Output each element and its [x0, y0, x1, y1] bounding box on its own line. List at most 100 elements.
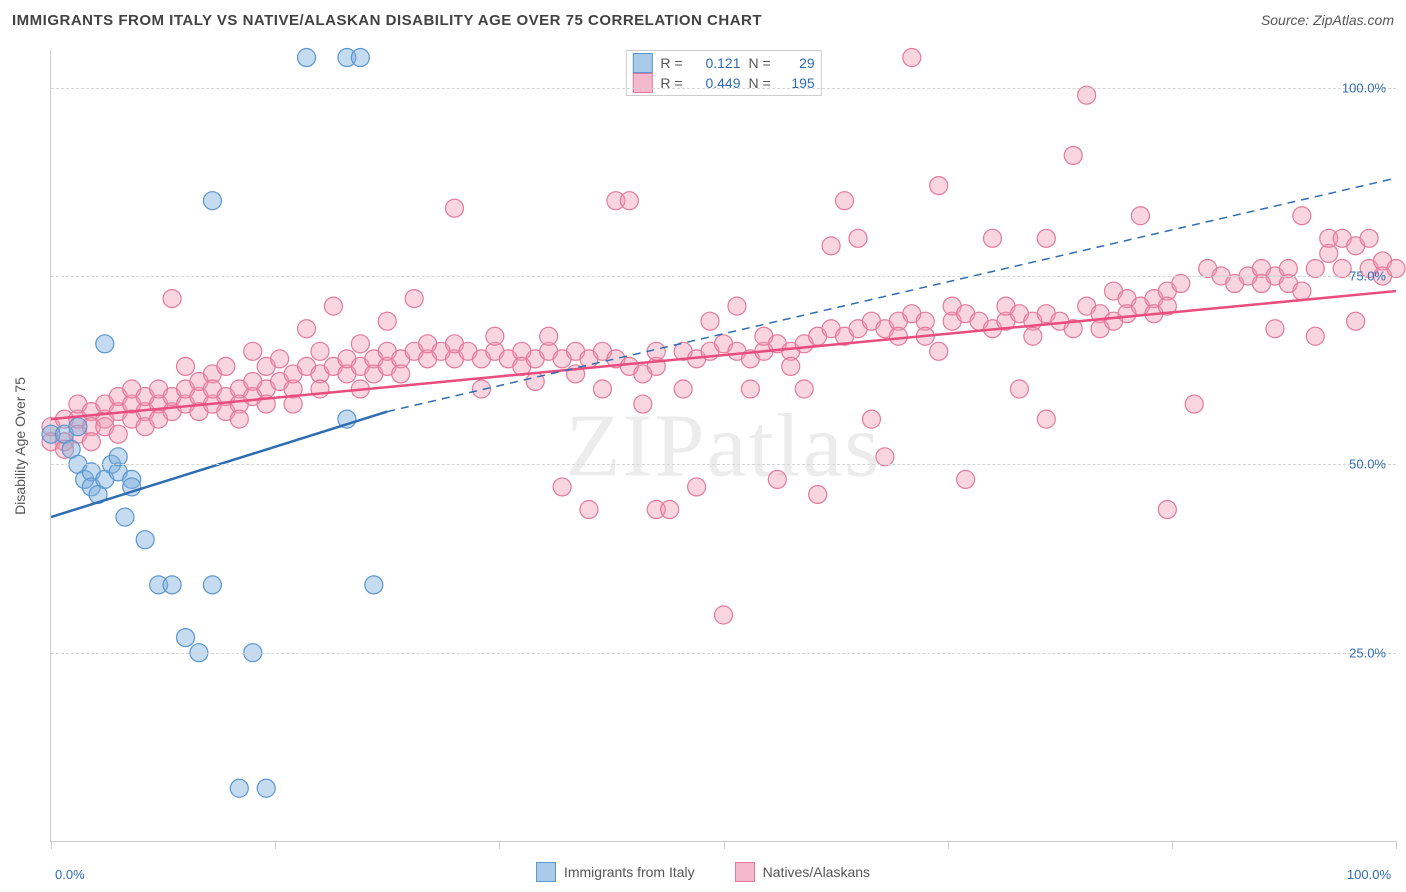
scatter-point-natives: [1293, 207, 1311, 225]
legend-swatch-natives: [632, 73, 652, 93]
bottom-swatch-natives: [735, 862, 755, 882]
scatter-point-natives: [1131, 207, 1149, 225]
x-min-label: 0.0%: [55, 867, 85, 882]
source-label: Source: ZipAtlas.com: [1261, 12, 1394, 28]
scatter-point-natives: [634, 395, 652, 413]
y-tick-label: 75.0%: [1349, 269, 1386, 284]
bottom-label-italy: Immigrants from Italy: [564, 864, 695, 880]
scatter-point-natives: [715, 606, 733, 624]
scatter-point-natives: [728, 297, 746, 315]
legend-r-italy: 0.121: [691, 53, 741, 73]
scatter-point-italy: [136, 531, 154, 549]
scatter-point-natives: [553, 478, 571, 496]
scatter-point-italy: [177, 629, 195, 647]
scatter-point-natives: [378, 312, 396, 330]
scatter-point-natives: [540, 327, 558, 345]
scatter-point-natives: [1185, 395, 1203, 413]
bottom-swatch-italy: [536, 862, 556, 882]
scatter-point-natives: [688, 478, 706, 496]
scatter-point-italy: [109, 448, 127, 466]
plot-wrap: Disability Age Over 75 ZIPatlas R = 0.12…: [0, 40, 1406, 852]
x-tick: [51, 841, 52, 849]
scatter-point-natives: [486, 327, 504, 345]
scatter-point-natives: [593, 380, 611, 398]
scatter-point-natives: [217, 357, 235, 375]
scatter-point-natives: [862, 410, 880, 428]
scatter-point-natives: [822, 237, 840, 255]
scatter-point-natives: [405, 290, 423, 308]
scatter-point-natives: [324, 297, 342, 315]
scatter-point-italy: [365, 576, 383, 594]
scatter-point-natives: [957, 470, 975, 488]
legend-row-natives: R = 0.449 N = 195: [632, 73, 814, 93]
scatter-point-natives: [782, 357, 800, 375]
scatter-point-natives: [930, 342, 948, 360]
legend-r-label: R =: [660, 53, 682, 73]
legend-n-natives: 195: [779, 73, 815, 93]
scatter-point-italy: [96, 335, 114, 353]
scatter-point-italy: [298, 49, 316, 67]
scatter-point-natives: [163, 290, 181, 308]
scatter-point-natives: [1266, 320, 1284, 338]
x-tick: [1172, 841, 1173, 849]
header-bar: IMMIGRANTS FROM ITALY VS NATIVE/ALASKAN …: [0, 0, 1406, 40]
scatter-point-natives: [795, 380, 813, 398]
y-tick-label: 100.0%: [1342, 80, 1386, 95]
scatter-point-natives: [1037, 410, 1055, 428]
scatter-point-natives: [311, 342, 329, 360]
scatter-point-italy: [257, 779, 275, 797]
bottom-legend: 0.0% Immigrants from Italy Natives/Alask…: [0, 852, 1406, 892]
scatter-point-natives: [768, 470, 786, 488]
scatter-point-natives: [1158, 501, 1176, 519]
scatter-point-natives: [1306, 259, 1324, 277]
scatter-point-natives: [836, 192, 854, 210]
scatter-point-natives: [1037, 229, 1055, 247]
scatter-point-natives: [1024, 327, 1042, 345]
legend-swatch-italy: [632, 53, 652, 73]
chart-title: IMMIGRANTS FROM ITALY VS NATIVE/ALASKAN …: [12, 12, 762, 29]
x-max-label: 100.0%: [1347, 867, 1391, 882]
scatter-point-natives: [674, 380, 692, 398]
scatter-point-natives: [1387, 259, 1405, 277]
scatter-point-natives: [741, 380, 759, 398]
gridline: [51, 653, 1396, 654]
legend-n-label: N =: [749, 53, 771, 73]
scatter-point-natives: [1172, 275, 1190, 293]
scatter-point-natives: [661, 501, 679, 519]
legend-row-italy: R = 0.121 N = 29: [632, 53, 814, 73]
legend-r-natives: 0.449: [691, 73, 741, 93]
x-tick: [948, 841, 949, 849]
bottom-label-natives: Natives/Alaskans: [763, 864, 870, 880]
x-tick: [724, 841, 725, 849]
scatter-point-natives: [1293, 282, 1311, 300]
scatter-point-natives: [351, 335, 369, 353]
scatter-point-natives: [1347, 312, 1365, 330]
legend-n-label: N =: [749, 73, 771, 93]
x-tick: [1396, 841, 1397, 849]
source-value: ZipAtlas.com: [1313, 12, 1394, 28]
legend-r-label: R =: [660, 73, 682, 93]
trend-line-italy-dashed: [387, 178, 1396, 412]
gridline: [51, 464, 1396, 465]
scatter-point-italy: [163, 576, 181, 594]
bottom-legend-natives: Natives/Alaskans: [735, 862, 870, 882]
scatter-point-italy: [230, 779, 248, 797]
chart-svg: [51, 50, 1396, 841]
scatter-point-natives: [580, 501, 598, 519]
y-tick-label: 25.0%: [1349, 645, 1386, 660]
scatter-point-italy: [69, 418, 87, 436]
y-tick-label: 50.0%: [1349, 457, 1386, 472]
scatter-point-natives: [930, 177, 948, 195]
scatter-point-italy: [203, 192, 221, 210]
scatter-point-natives: [1306, 327, 1324, 345]
scatter-point-natives: [1010, 380, 1028, 398]
scatter-point-natives: [271, 350, 289, 368]
scatter-point-natives: [82, 433, 100, 451]
source-prefix: Source:: [1261, 12, 1313, 28]
scatter-point-natives: [109, 425, 127, 443]
x-tick: [275, 841, 276, 849]
bottom-legend-italy: Immigrants from Italy: [536, 862, 695, 882]
gridline: [51, 276, 1396, 277]
scatter-point-natives: [849, 229, 867, 247]
scatter-point-italy: [116, 508, 134, 526]
